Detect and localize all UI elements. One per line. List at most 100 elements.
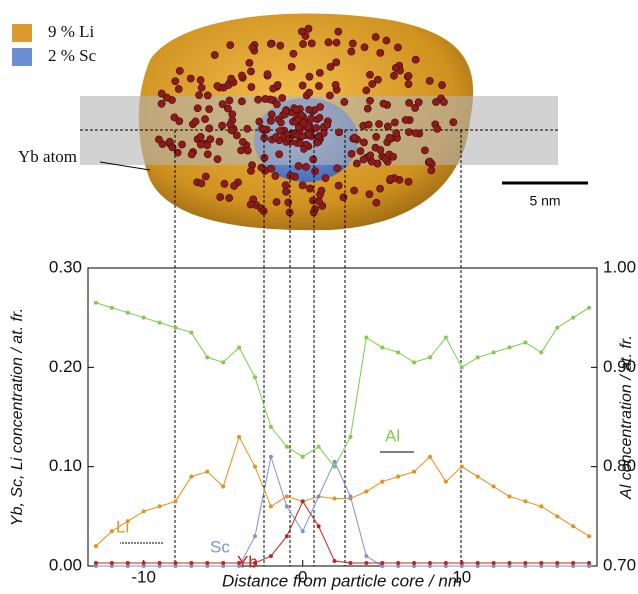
- point: [125, 564, 130, 568]
- atom: [210, 51, 219, 59]
- point: [364, 554, 369, 559]
- point: [427, 355, 432, 360]
- atom: [325, 91, 334, 100]
- legend-swatch: [12, 48, 32, 66]
- atom: [298, 132, 306, 140]
- atom: [372, 198, 381, 207]
- series-label: Sc: [210, 537, 230, 556]
- atom: [374, 75, 382, 84]
- atom: [376, 184, 384, 193]
- point: [587, 561, 592, 566]
- atom: [316, 113, 324, 122]
- series-label: Al: [385, 426, 400, 445]
- x-axis-label: Distance from particle core / nm: [222, 571, 462, 590]
- atoms: [155, 24, 458, 217]
- x-tick-label: 0: [298, 567, 307, 586]
- series-line: [95, 500, 590, 564]
- atom: [205, 124, 214, 133]
- y2-tick-label: 0.80: [603, 456, 636, 475]
- atom: [297, 27, 306, 36]
- atom: [197, 83, 206, 92]
- atom: [404, 72, 413, 80]
- atom: [257, 163, 266, 172]
- atom: [307, 39, 316, 48]
- atom: [276, 127, 284, 135]
- series-label: Li: [116, 517, 129, 536]
- atom: [323, 121, 332, 129]
- point: [284, 534, 289, 539]
- atom: [385, 133, 394, 142]
- atom: [305, 88, 314, 97]
- legend-label: 2 % Sc: [48, 46, 97, 65]
- atom: [340, 98, 349, 106]
- atom: [193, 104, 202, 113]
- atom: [364, 120, 373, 129]
- atom: [294, 123, 303, 132]
- y-tick-label: 0.20: [49, 357, 82, 376]
- point: [571, 564, 576, 568]
- point: [237, 561, 242, 566]
- point: [475, 561, 480, 566]
- atom: [379, 99, 388, 108]
- atom: [213, 82, 222, 90]
- atom: [243, 146, 252, 155]
- atom: [285, 135, 293, 143]
- point: [268, 554, 273, 559]
- atom: [187, 150, 196, 159]
- atom: [360, 138, 368, 147]
- atom: [276, 41, 285, 50]
- point: [189, 330, 194, 335]
- atom: [238, 71, 246, 80]
- atom: [366, 70, 374, 79]
- point: [587, 534, 592, 539]
- point: [189, 561, 194, 566]
- atom: [347, 47, 356, 56]
- point: [141, 561, 146, 566]
- atom: [272, 198, 281, 206]
- atom: [438, 81, 446, 89]
- point: [459, 365, 464, 370]
- atom: [278, 94, 287, 102]
- point: [268, 504, 273, 509]
- atom: [427, 166, 436, 175]
- atom: [383, 122, 392, 131]
- atom: [360, 43, 369, 52]
- atom: [390, 118, 399, 127]
- point: [459, 464, 464, 469]
- atom: [425, 157, 434, 166]
- label-arrows: [120, 451, 414, 564]
- y-tick-label: 0.00: [49, 555, 82, 574]
- atom: [334, 181, 343, 190]
- atom: [238, 137, 247, 146]
- legend-label: 9 % Li: [48, 22, 95, 41]
- atom: [271, 172, 280, 180]
- point: [205, 469, 210, 474]
- point: [205, 561, 210, 566]
- atom: [157, 99, 166, 108]
- point: [237, 564, 242, 568]
- x-tick-label: 10: [452, 567, 471, 586]
- atom-label: Yb atom: [18, 147, 77, 166]
- point: [109, 561, 114, 566]
- y2-tick-label: 0.90: [603, 357, 636, 376]
- point: [523, 561, 528, 566]
- y2-axis-label: Al concentration / at. fr.: [618, 335, 635, 500]
- atom: [215, 137, 224, 146]
- point: [93, 544, 98, 549]
- atom: [203, 91, 212, 100]
- atom: [248, 43, 257, 52]
- atom: [302, 162, 310, 171]
- point: [205, 564, 210, 568]
- atom: [261, 95, 270, 103]
- point: [539, 564, 544, 568]
- point: [125, 310, 130, 315]
- atom: [433, 124, 442, 133]
- atom: [213, 155, 222, 164]
- series-line: [95, 435, 590, 547]
- point: [443, 561, 448, 566]
- point: [459, 564, 464, 568]
- point: [491, 564, 496, 568]
- atom: [326, 63, 335, 71]
- point: [157, 504, 162, 509]
